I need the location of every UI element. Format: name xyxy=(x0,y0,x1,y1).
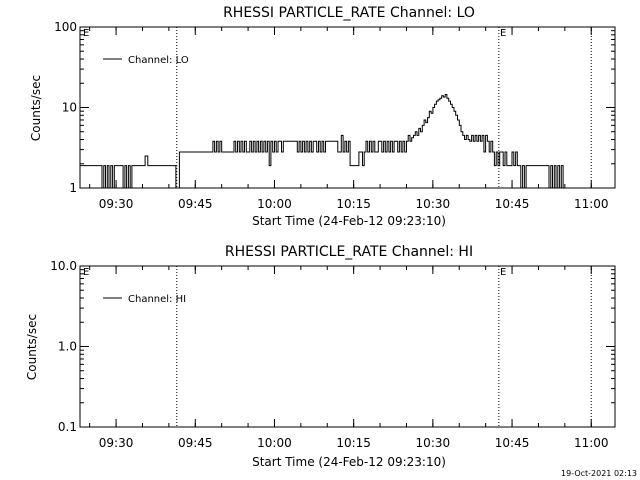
x-tick-label: 10:45 xyxy=(495,436,530,450)
event-label-end: E xyxy=(500,28,506,39)
event-label-start: E xyxy=(83,267,89,278)
panel-hi: RHESSI PARTICLE_RATE Channel: HI 09:30 09… xyxy=(25,244,616,469)
x-tick-label: 10:15 xyxy=(336,436,371,450)
y-axis-label: Counts/sec xyxy=(29,75,43,141)
event-label-start: E xyxy=(83,28,89,39)
x-tick-label: 09:30 xyxy=(99,436,134,450)
x-tick-label: 11:00 xyxy=(574,197,609,211)
x-tick-label: 09:45 xyxy=(178,436,213,450)
y-tick-label: 1.0 xyxy=(58,340,77,354)
y-tick-label: 0.1 xyxy=(58,420,77,434)
event-label-end: E xyxy=(500,267,506,278)
x-tick-label: 11:00 xyxy=(574,436,609,450)
plot-frame xyxy=(79,26,616,189)
y-tick-label: 10.0 xyxy=(50,259,77,273)
x-tick-label: 10:45 xyxy=(495,197,530,211)
generated-timestamp: 19-Oct-2021 02:13 xyxy=(561,469,637,478)
x-tick-label: 10:30 xyxy=(416,436,451,450)
x-tick-label: 09:30 xyxy=(99,197,134,211)
x-axis-label: Start Time (24-Feb-12 09:23:10) xyxy=(252,455,446,469)
y-axis: 0.1 1.0 10.0 xyxy=(50,259,615,434)
series-line-lo xyxy=(80,94,565,189)
x-tick-label: 10:00 xyxy=(257,436,292,450)
y-tick-label: 10 xyxy=(62,101,77,115)
y-tick-label: 100 xyxy=(54,20,77,34)
chart-title: RHESSI PARTICLE_RATE Channel: LO xyxy=(223,5,475,21)
x-axis: 09:30 09:45 10:00 10:15 10:30 10:45 11:00 xyxy=(89,27,609,211)
x-axis-label: Start Time (24-Feb-12 09:23:10) xyxy=(252,214,446,228)
plot-frame xyxy=(79,265,616,428)
x-tick-label: 10:30 xyxy=(416,197,451,211)
y-axis: 1 10 100 xyxy=(54,20,615,195)
chart-title: RHESSI PARTICLE_RATE Channel: HI xyxy=(225,244,473,260)
legend-label: Channel: LO xyxy=(128,55,189,66)
x-tick-label: 10:15 xyxy=(336,197,371,211)
y-axis-label: Counts/sec xyxy=(25,314,39,380)
x-axis: 09:30 09:45 10:00 10:15 10:30 10:45 11:00 xyxy=(89,266,609,450)
event-lines xyxy=(176,266,592,427)
panel-lo: RHESSI PARTICLE_RATE Channel: LO 09:30 09… xyxy=(29,5,616,228)
x-tick-label: 09:45 xyxy=(178,197,213,211)
y-tick-label: 1 xyxy=(69,181,77,195)
legend-label: Channel: HI xyxy=(128,294,186,305)
event-lines xyxy=(176,27,592,188)
x-tick-label: 10:00 xyxy=(257,197,292,211)
